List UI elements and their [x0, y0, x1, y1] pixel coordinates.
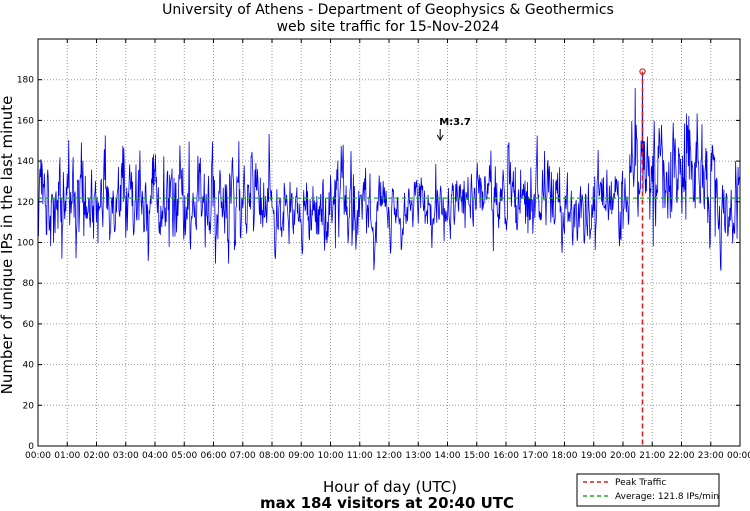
x-tick-label: 11:00	[347, 451, 373, 461]
annotation-label: M:3.7	[439, 117, 471, 128]
x-tick-label: 06:00	[201, 451, 227, 461]
y-tick-label: 160	[17, 116, 34, 126]
series-line	[37, 71, 740, 271]
x-tick-label: 10:00	[318, 451, 344, 461]
x-axis-label: Hour of day (UTC)	[323, 478, 457, 496]
y-axis-ticks: 0 20 40 60 80 100 120 140 160 180	[17, 76, 740, 452]
chart-subtitle: web site traffic for 15-Nov-2024	[277, 19, 500, 35]
x-tick-label: 17:00	[522, 451, 548, 461]
x-tick-label: 18:00	[552, 451, 578, 461]
x-tick-label: 01:00	[54, 451, 80, 461]
x-tick-label: 07:00	[230, 451, 256, 461]
peak-marker	[639, 68, 646, 75]
y-tick-label: 100	[17, 239, 34, 249]
x-tick-label: 21:00	[639, 451, 665, 461]
x-tick-label: 12:00	[376, 451, 402, 461]
annotation-group: M:3.7	[436, 117, 471, 141]
x-tick-label: 00:00	[25, 451, 51, 461]
series-polyline	[37, 71, 740, 271]
x-tick-label: 13:00	[405, 451, 431, 461]
y-tick-label: 60	[23, 320, 35, 330]
x-axis-ticks: 00:00 01:00 02:00 03:00 04:00 05:00 06:00 07:00…	[25, 39, 750, 461]
legend-box	[576, 473, 720, 507]
x-tick-label: 03:00	[113, 451, 139, 461]
x-tick-label: 19:00	[581, 451, 607, 461]
y-tick-label: 20	[23, 401, 35, 411]
y-tick-label: 0	[28, 442, 34, 452]
y-tick-label: 120	[17, 198, 34, 208]
x-tick-label: 09:00	[288, 451, 314, 461]
x-tick-label: 15:00	[464, 451, 490, 461]
x-tick-label: 20:00	[610, 451, 636, 461]
y-tick-label: 80	[23, 279, 35, 289]
legend: Peak Traffic Average: 121.8 IPs/min	[576, 473, 720, 507]
x-tick-label: 05:00	[171, 451, 197, 461]
x-tick-label: 08:00	[259, 451, 285, 461]
y-tick-label: 180	[17, 76, 34, 86]
x-tick-label: 04:00	[142, 451, 168, 461]
x-tick-label: 22:00	[669, 451, 695, 461]
x-tick-label: 16:00	[493, 451, 519, 461]
chart-title: University of Athens - Department of Geo…	[162, 2, 614, 18]
x-tick-label: 00:00	[727, 451, 750, 461]
grid	[38, 39, 740, 446]
annotation-arrow	[436, 129, 444, 141]
legend-label-peak: Peak Traffic	[615, 478, 666, 488]
peak-line	[639, 68, 646, 446]
legend-label-average: Average: 121.8 IPs/min	[615, 492, 719, 502]
y-tick-label: 40	[23, 361, 35, 371]
x-tick-label: 14:00	[435, 451, 461, 461]
y-tick-label: 140	[17, 157, 34, 167]
y-axis-label: Number of unique IPs in the last minute	[0, 96, 16, 395]
x-tick-label: 02:00	[84, 451, 110, 461]
x-tick-label: 23:00	[698, 451, 724, 461]
peak-summary: max 184 visitors at 20:40 UTC	[260, 494, 514, 511]
